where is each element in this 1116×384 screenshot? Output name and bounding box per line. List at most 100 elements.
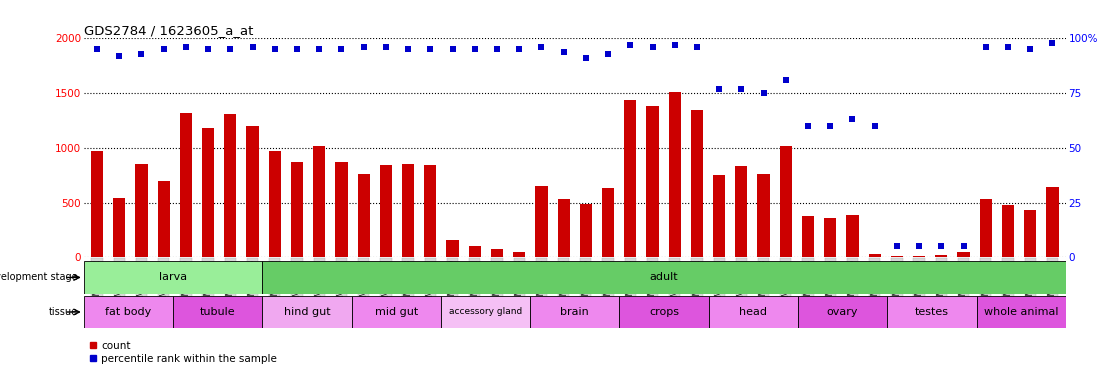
Bar [558, 199, 570, 257]
Bar [980, 199, 992, 257]
Bar [262, 261, 1066, 294]
Bar [602, 188, 614, 257]
Bar [846, 215, 858, 257]
Point [155, 46, 173, 53]
Text: accessory gland: accessory gland [449, 308, 522, 316]
Text: GDS2784 / 1623605_a_at: GDS2784 / 1623605_a_at [84, 24, 253, 37]
Point [221, 46, 239, 53]
Text: brain: brain [560, 307, 589, 317]
Point [666, 42, 684, 48]
Bar [868, 254, 881, 257]
Point [622, 42, 639, 48]
Text: GSM188079: GSM188079 [426, 260, 435, 306]
Text: GSM188093: GSM188093 [115, 260, 124, 306]
Bar [958, 252, 970, 257]
Point [888, 243, 906, 250]
Text: development stage: development stage [0, 272, 78, 283]
Point [933, 243, 951, 250]
Point [532, 44, 550, 50]
Text: GSM188096: GSM188096 [714, 260, 723, 306]
Bar [709, 296, 798, 328]
Point [866, 123, 884, 129]
Text: adult: adult [650, 272, 679, 283]
Text: tubule: tubule [200, 307, 235, 317]
Text: GSM188107: GSM188107 [870, 260, 879, 305]
Bar [735, 166, 748, 257]
Point [443, 46, 461, 53]
Bar [780, 146, 792, 257]
Text: ovary: ovary [827, 307, 858, 317]
Point [465, 46, 483, 53]
Bar [446, 240, 459, 257]
Text: GSM188072: GSM188072 [270, 260, 279, 305]
Bar [668, 92, 681, 257]
Bar [646, 106, 658, 257]
Bar [424, 166, 436, 257]
Bar [579, 204, 591, 257]
Text: GSM188085: GSM188085 [559, 260, 568, 305]
Bar [314, 146, 326, 257]
Bar [891, 256, 903, 257]
Text: GSM188080: GSM188080 [448, 260, 458, 305]
Bar [84, 296, 173, 328]
Point [400, 46, 417, 53]
Point [510, 46, 528, 53]
Text: GSM188086: GSM188086 [581, 260, 590, 305]
Text: GSM188100: GSM188100 [182, 260, 191, 305]
Bar [224, 114, 237, 257]
Point [199, 46, 217, 53]
Point [799, 123, 817, 129]
Point [422, 46, 440, 53]
Bar [335, 162, 347, 257]
Point [599, 51, 617, 57]
Text: tissue: tissue [49, 307, 78, 317]
Bar [352, 296, 441, 328]
Bar [913, 256, 925, 257]
Text: GSM188073: GSM188073 [292, 260, 301, 306]
Bar [536, 186, 548, 257]
Point [333, 46, 350, 53]
Bar [798, 296, 887, 328]
Bar [802, 216, 815, 257]
Text: GSM188108: GSM188108 [893, 260, 902, 305]
Point [732, 86, 750, 92]
Text: GSM188105: GSM188105 [826, 260, 835, 305]
Point [243, 44, 261, 50]
Point [266, 46, 283, 53]
Point [1021, 46, 1039, 53]
Bar [976, 296, 1066, 328]
Text: GSM188087: GSM188087 [604, 260, 613, 305]
Point [177, 44, 195, 50]
Bar [113, 198, 125, 257]
Text: whole animal: whole animal [984, 307, 1058, 317]
Bar [379, 166, 392, 257]
Bar [824, 218, 836, 257]
Text: GSM188088: GSM188088 [626, 260, 635, 305]
Point [88, 46, 106, 53]
Text: GSM188104: GSM188104 [804, 260, 812, 305]
Text: GSM188075: GSM188075 [337, 260, 346, 306]
Text: GSM188082: GSM188082 [492, 260, 501, 305]
Text: GSM188106: GSM188106 [848, 260, 857, 305]
Point [710, 86, 728, 92]
Text: GSM188083: GSM188083 [514, 260, 523, 305]
Bar [247, 126, 259, 257]
Bar [90, 151, 103, 257]
Point [954, 243, 972, 250]
Text: mid gut: mid gut [375, 307, 417, 317]
Text: GSM188113: GSM188113 [1003, 260, 1012, 305]
Point [777, 77, 795, 83]
Bar [758, 174, 770, 257]
Bar [713, 175, 725, 257]
Bar [180, 113, 192, 257]
Bar [291, 162, 304, 257]
Text: GSM188094: GSM188094 [137, 260, 146, 306]
Text: GSM188101: GSM188101 [203, 260, 213, 305]
Point [488, 46, 506, 53]
Text: GSM188103: GSM188103 [248, 260, 257, 305]
Bar [491, 248, 503, 257]
Bar [1002, 205, 1014, 257]
Text: testes: testes [915, 307, 949, 317]
Text: GSM188097: GSM188097 [737, 260, 745, 306]
Text: GSM188112: GSM188112 [981, 260, 990, 305]
